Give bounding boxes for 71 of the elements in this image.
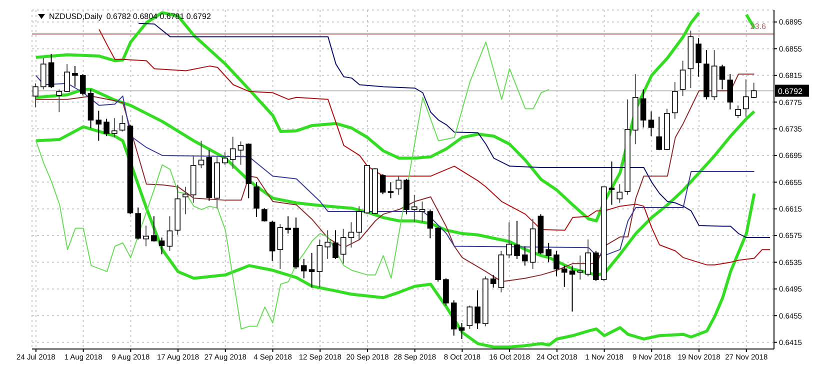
candlestick [222,152,228,166]
line-series [35,42,550,330]
candlestick [750,82,757,99]
candlestick [522,246,528,266]
candlestick [719,64,726,90]
candlestick [332,230,338,260]
candlestick [490,274,496,288]
candlestick [119,114,126,132]
candlestick [56,88,62,113]
candlestick [608,160,615,206]
candlestick [648,110,654,137]
candlestick [324,230,330,260]
candlestick [727,74,734,110]
candlestick [640,88,646,128]
candlestick [285,216,291,234]
candlestick [585,239,591,277]
candlestick [151,216,157,242]
candlestick [474,290,480,330]
candlestick [419,201,426,223]
candlestick [514,220,520,260]
candlestick [166,216,173,252]
candlestick [554,250,560,277]
candlestick [735,104,741,119]
candlestick [80,74,86,96]
candlestick [443,278,449,306]
candlestick [696,38,702,78]
candlestick [158,237,165,255]
candlestick [262,208,268,222]
candlestick [32,82,38,108]
candlestick [277,224,284,270]
candlestick [546,242,552,263]
candlestick [40,58,46,90]
candlestick [356,206,362,240]
line-series [34,125,756,348]
candlestick [340,228,346,264]
candlestick [656,116,662,151]
candlestick [577,255,584,280]
candlestick [680,60,686,97]
line-series [98,28,771,266]
candlestick [143,225,149,247]
candlestick [561,265,568,288]
line-series [138,22,771,238]
candlestick [96,110,102,142]
candlestick [672,82,678,120]
annotation: 23.6 [750,22,767,32]
candlestick [506,222,512,259]
candlestick [300,258,307,279]
candlestick [458,322,465,340]
candlestick [104,118,110,137]
candlestick [182,186,188,215]
candlestick [308,252,315,288]
candlestick [466,305,473,330]
ref-line-label: 0.6792 [778,87,804,96]
candlestick [230,136,236,170]
candlestick [198,140,204,169]
candlestick [348,222,354,248]
line-series [34,11,701,222]
candlestick [411,194,418,223]
candlestick [427,209,434,239]
candlestick [380,174,386,195]
candlestick [743,78,749,118]
candlestick [616,184,623,204]
candlestick [72,66,78,88]
candlestick [388,182,394,199]
candlestick [112,118,118,138]
candlestick [254,182,260,218]
candlestick [396,176,402,196]
candlestick [569,265,576,312]
chart-title: NZDUSD,Daily [49,12,102,21]
candlestick [238,140,244,166]
candlestick [64,64,70,93]
